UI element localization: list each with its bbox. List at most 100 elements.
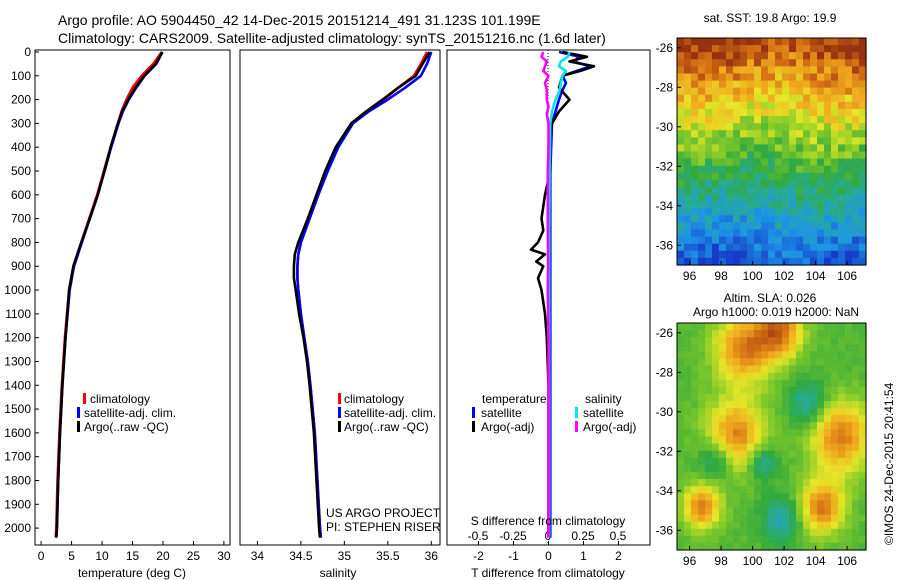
map-x-tick-label: 98: [714, 554, 728, 568]
map-cell: [768, 172, 776, 181]
map-cell: [803, 372, 811, 381]
map-cell: [824, 101, 832, 110]
x-tick-label: 20: [156, 549, 170, 563]
map-cell: [838, 52, 846, 60]
map-cell: [698, 386, 706, 395]
map-cell: [761, 528, 769, 537]
map-cell: [810, 101, 818, 110]
map-cell: [775, 123, 783, 131]
map-cell: [747, 229, 755, 238]
map-cell: [726, 94, 734, 103]
map-cell: [705, 372, 713, 381]
map-cell: [754, 507, 762, 516]
map-cell: [859, 80, 867, 89]
map-cell: [705, 101, 713, 110]
map-cell: [719, 73, 727, 82]
map-cell: [768, 507, 776, 516]
map-cell: [691, 500, 699, 509]
map-cell: [810, 443, 818, 452]
map-cell: [733, 243, 741, 252]
map-cell: [782, 45, 790, 53]
map-cell: [733, 144, 741, 153]
map-cell: [733, 179, 741, 188]
map-cell: [824, 243, 832, 252]
map-cell: [810, 486, 818, 494]
map-cell: [677, 215, 685, 224]
map-cell: [768, 408, 776, 416]
map-cell: [691, 73, 699, 82]
map-cell: [803, 38, 811, 46]
map-cell: [733, 108, 741, 117]
x-tick-label: 34.5: [289, 549, 313, 563]
map-cell: [719, 479, 727, 487]
map-cell: [677, 422, 685, 430]
x-tick-label: 35: [338, 549, 352, 563]
map-cell: [768, 144, 776, 153]
map-cell: [684, 101, 692, 110]
map-cell: [733, 471, 741, 480]
map-cell: [845, 493, 853, 501]
map-cell: [747, 393, 755, 402]
map-cell: [817, 365, 825, 374]
map-cell: [761, 358, 769, 367]
map-cell: [845, 66, 853, 75]
map-cell: [810, 493, 818, 501]
map-cell: [705, 535, 713, 544]
map-cell: [817, 208, 825, 216]
map-cell: [691, 507, 699, 516]
map-cell: [761, 379, 769, 388]
legend-swatch-argo: [338, 421, 341, 432]
map-cell: [677, 38, 685, 46]
map-cell: [824, 87, 832, 96]
map-cell: [754, 179, 762, 188]
map-cell: [796, 330, 804, 338]
map-cell: [824, 38, 832, 46]
legend-title-temperature: temperature: [482, 392, 547, 406]
map-cell: [761, 108, 769, 117]
map-cell: [796, 365, 804, 374]
map-cell: [684, 372, 692, 381]
map-cell: [796, 215, 804, 224]
map-cell: [845, 45, 853, 53]
map-cell: [796, 457, 804, 466]
map-cell: [859, 358, 867, 367]
map-cell: [740, 401, 748, 409]
map-cell: [782, 429, 790, 438]
map-cell: [789, 158, 797, 167]
map-cell: [789, 415, 797, 423]
map-cell: [775, 507, 783, 516]
map-cell: [691, 108, 699, 117]
map-cell: [831, 123, 839, 131]
map-cell: [838, 479, 846, 487]
map-x-tick-label: 100: [743, 554, 763, 568]
map-cell: [859, 500, 867, 509]
y-tick-label: 100: [11, 69, 31, 83]
y-tick-label: 2000: [4, 521, 31, 535]
map-cell: [838, 323, 846, 331]
map-cell: [733, 94, 741, 103]
map-cell: [824, 222, 832, 231]
sla-map-frame: [676, 322, 867, 551]
legend-label-s-satellite: satellite: [583, 406, 624, 420]
map-cell: [761, 45, 769, 53]
map-cell: [859, 66, 867, 75]
map-cell: [803, 66, 811, 75]
map-cell: [754, 393, 762, 402]
map-cell: [831, 450, 839, 459]
map-cell: [747, 450, 755, 459]
map-cell: [719, 59, 727, 67]
map-cell: [740, 158, 748, 167]
map-cell: [733, 201, 741, 209]
map-cell: [824, 194, 832, 202]
map-cell: [719, 80, 727, 89]
map-cell: [754, 59, 762, 67]
map-cell: [761, 94, 769, 103]
map-cell: [754, 408, 762, 416]
map-cell: [761, 172, 769, 181]
legend-swatch-climatology: [338, 393, 341, 404]
map-cell: [831, 422, 839, 430]
map-cell: [789, 535, 797, 544]
map-cell: [852, 94, 860, 103]
map-cell: [789, 116, 797, 124]
map-cell: [789, 493, 797, 501]
